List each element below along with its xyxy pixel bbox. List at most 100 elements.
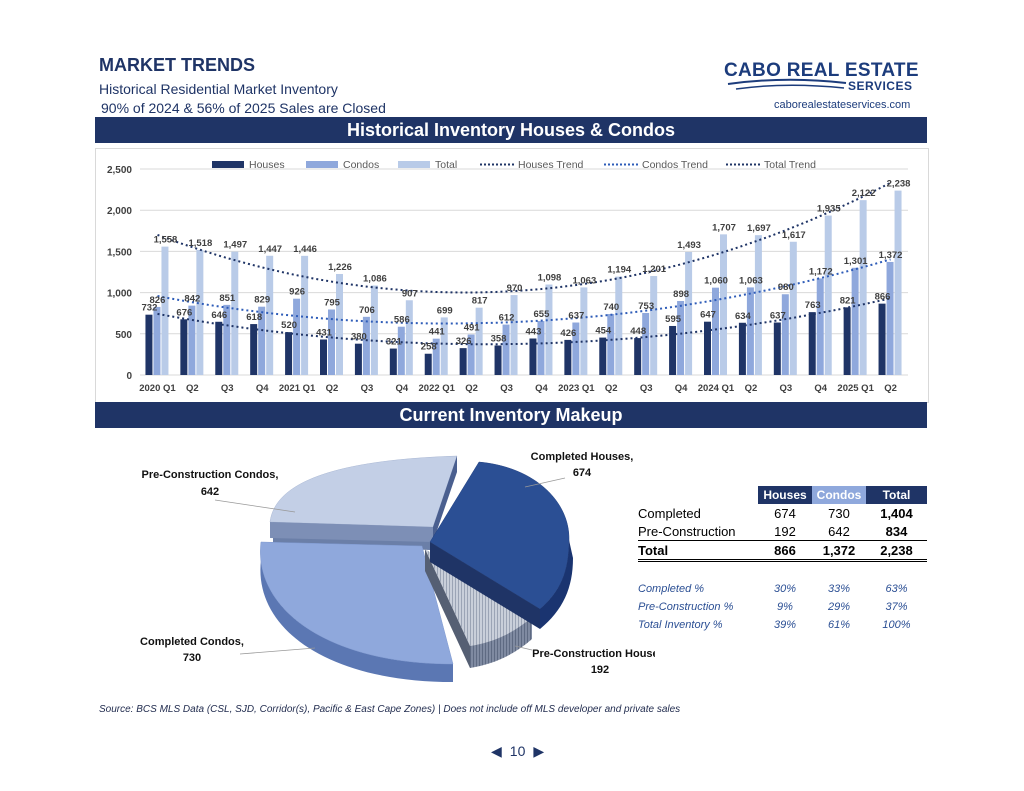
y-tick-label: 500 xyxy=(115,330,132,341)
data-label: 326 xyxy=(456,336,472,347)
x-tick-label: Q3 xyxy=(779,383,792,394)
legend-label: Condos xyxy=(343,159,379,171)
data-label: 1,098 xyxy=(538,273,562,284)
bar-houses xyxy=(808,312,816,375)
legend-label: Total xyxy=(435,159,457,171)
pct-cell-total: 63% xyxy=(885,583,908,595)
legend-swatch xyxy=(398,161,430,168)
x-tick-label: Q3 xyxy=(221,383,234,394)
source-note: Source: BCS MLS Data (CSL, SJD, Corridor… xyxy=(99,704,681,715)
pct-cell-houses: 9% xyxy=(777,601,793,613)
cell-houses: 674 xyxy=(774,505,796,521)
pct-row-label: Completed % xyxy=(638,583,705,595)
inventory-pie-chart: Pre-Construction Condos, 642 Completed H… xyxy=(140,451,655,682)
pie-label-preconstruction-houses: Pre-Construction Houses, xyxy=(532,648,655,660)
x-tick-label: Q4 xyxy=(675,383,688,394)
bar-condos xyxy=(712,287,719,375)
data-label: 1,226 xyxy=(328,262,352,273)
pct-cell-condos: 29% xyxy=(827,601,851,613)
data-label: 520 xyxy=(281,320,297,331)
bar-condos xyxy=(642,312,650,375)
bar-total xyxy=(301,255,309,375)
legend-label: Houses xyxy=(249,159,285,171)
inventory-bar-chart: 0 500 1,000 1,500 2,000 2,500 2020 Q1 Q2 Q3 Q4 202… xyxy=(107,159,910,394)
data-label: 1,518 xyxy=(188,238,212,249)
x-tick-label: Q4 xyxy=(814,383,827,394)
x-tick-label: Q3 xyxy=(361,383,374,394)
page-title: MARKET TRENDS xyxy=(99,55,255,75)
table-row: Pre-Construction % 9% 29% 37% xyxy=(638,598,927,616)
pie-leader-line xyxy=(239,647,316,655)
chart-section-banner: Historical Inventory Houses & Condos xyxy=(95,117,927,143)
bar-houses xyxy=(389,348,397,375)
bar-condos xyxy=(153,306,161,375)
data-label: 1,935 xyxy=(817,204,841,215)
triangle-left-icon[interactable]: ◀ xyxy=(491,743,502,759)
bar-total xyxy=(789,241,797,375)
x-tick-label: 2021 Q1 xyxy=(279,383,316,394)
data-label: 586 xyxy=(394,315,410,326)
pie-slice-completed-condos xyxy=(260,541,454,682)
data-label: 358 xyxy=(491,334,507,345)
data-label: 321 xyxy=(386,337,403,348)
data-label: 441 xyxy=(429,327,446,338)
bar-total xyxy=(685,251,693,375)
data-label: 980 xyxy=(778,282,794,293)
x-tick-label: Q3 xyxy=(500,383,513,394)
y-tick-label: 1,000 xyxy=(107,289,132,300)
bar-condos xyxy=(432,338,440,375)
x-tick-label: Q2 xyxy=(465,383,478,394)
bar-houses xyxy=(529,338,537,375)
data-label: 431 xyxy=(316,327,333,338)
triangle-right-icon[interactable]: ▶ xyxy=(533,743,545,759)
data-label: 763 xyxy=(805,300,821,311)
pie-leader-line xyxy=(514,645,533,651)
bar-houses xyxy=(215,321,223,375)
pie-leader-line xyxy=(214,499,296,513)
bar-total xyxy=(510,295,518,375)
company-logo-text: CABO REAL ESTATE xyxy=(724,60,919,81)
x-tick-label: 2024 Q1 xyxy=(698,383,735,394)
data-label: 1,447 xyxy=(258,244,282,255)
data-label: 926 xyxy=(289,287,305,298)
x-tick-label: Q4 xyxy=(535,383,548,394)
legend-swatch xyxy=(212,161,244,168)
data-label: 258 xyxy=(421,342,437,353)
row-label: Pre-Construction xyxy=(638,522,758,541)
bar-houses xyxy=(459,348,467,375)
data-label: 970 xyxy=(507,283,523,294)
legend-label: Houses Trend xyxy=(518,159,584,171)
data-label: 618 xyxy=(246,312,262,323)
data-label: 1,063 xyxy=(739,275,763,286)
bar-houses xyxy=(250,324,258,375)
data-label: 829 xyxy=(254,295,270,306)
data-label: 907 xyxy=(402,288,418,299)
pct-row-label: Total Inventory % xyxy=(638,619,723,631)
bar-total xyxy=(720,234,727,375)
bar-total xyxy=(231,251,239,375)
pie-label-completed-houses: Completed Houses, xyxy=(531,451,634,463)
bar-houses xyxy=(145,314,153,375)
bar-total xyxy=(650,276,658,375)
cell-total: 1,404 xyxy=(880,505,913,521)
bar-houses xyxy=(843,307,851,375)
bar-houses xyxy=(773,322,781,375)
bar-condos xyxy=(572,322,580,375)
bar-condos xyxy=(328,309,335,375)
x-tick-label: Q2 xyxy=(605,383,618,394)
data-label: 1,060 xyxy=(704,276,728,287)
pct-cell-houses: 30% xyxy=(773,583,797,595)
table-row: Completed 674 730 1,404 xyxy=(638,504,927,522)
pct-cell-condos: 61% xyxy=(827,619,851,631)
bar-total xyxy=(266,255,274,375)
data-label: 637 xyxy=(770,311,786,322)
data-label: 454 xyxy=(595,326,612,337)
y-tick-label: 2,000 xyxy=(107,206,132,217)
bar-houses xyxy=(285,332,293,375)
company-website[interactable]: caborealestateservices.com xyxy=(774,99,911,111)
bar-total xyxy=(545,284,553,375)
cell-total: 834 xyxy=(866,522,927,541)
bar-condos xyxy=(816,278,824,375)
cell-total: 2,238 xyxy=(866,540,927,562)
data-label: 1,301 xyxy=(844,256,868,267)
